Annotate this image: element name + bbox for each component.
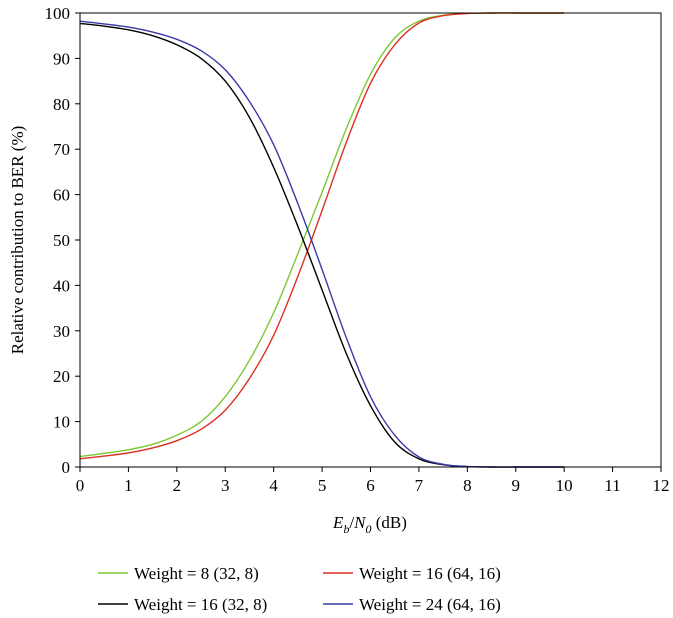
x-tick-label: 0 [76, 476, 85, 495]
y-axis-label: Relative contribution to BER (%) [8, 126, 27, 355]
plot-series-group [79, 12, 565, 468]
x-tick-label: 3 [221, 476, 230, 495]
x-tick-label: 5 [318, 476, 327, 495]
x-tick-label: 8 [463, 476, 472, 495]
legend-label: Weight = 8 (32, 8) [134, 564, 259, 583]
series-line-weight-16-32-8 [79, 22, 565, 468]
x-axis-ticks: 0 1 2 3 4 5 6 7 8 9 10 11 12 [76, 467, 670, 495]
x-tick-label: 1 [124, 476, 133, 495]
x-tick-label: 4 [269, 476, 278, 495]
x-tick-label: 2 [173, 476, 182, 495]
x-axis-label: Eb/N0 (dB) [332, 513, 407, 536]
plot-frame [79, 12, 662, 468]
x-label-var-sub: b [343, 522, 349, 536]
x-label-var: E [332, 513, 344, 532]
y-tick-label: 50 [53, 231, 70, 250]
y-tick-label: 90 [53, 49, 70, 68]
x-tick-label: 12 [653, 476, 670, 495]
legend: Weight = 8 (32, 8) Weight = 16 (64, 16) We… [98, 564, 501, 614]
series-line-weight-16-64-16 [79, 12, 565, 460]
series-line-weight-24-64-16 [79, 20, 565, 468]
y-tick-label: 80 [53, 95, 70, 114]
y-tick-label: 40 [53, 276, 70, 295]
y-tick-label: 100 [45, 4, 71, 23]
x-tick-label: 10 [556, 476, 573, 495]
x-label-denom-sub: 0 [366, 522, 372, 536]
y-tick-label: 10 [53, 413, 70, 432]
y-tick-label: 70 [53, 140, 70, 159]
legend-label: Weight = 16 (64, 16) [359, 564, 501, 583]
y-axis-ticks: 0 10 20 30 40 50 60 70 80 90 100 [45, 4, 80, 477]
y-tick-label: 60 [53, 186, 70, 205]
y-tick-label: 0 [62, 458, 71, 477]
x-label-denom: N [353, 513, 367, 532]
x-label-unit: (dB) [372, 513, 407, 532]
legend-label: Weight = 24 (64, 16) [359, 595, 501, 614]
legend-label: Weight = 16 (32, 8) [134, 595, 267, 614]
x-label-slash: / [349, 513, 354, 532]
y-tick-label: 20 [53, 367, 70, 386]
x-tick-label: 11 [604, 476, 620, 495]
y-tick-label: 30 [53, 322, 70, 341]
series-line-weight-8-32-8 [79, 12, 565, 458]
x-tick-label: 9 [512, 476, 521, 495]
x-tick-label: 7 [415, 476, 424, 495]
x-tick-label: 6 [366, 476, 375, 495]
